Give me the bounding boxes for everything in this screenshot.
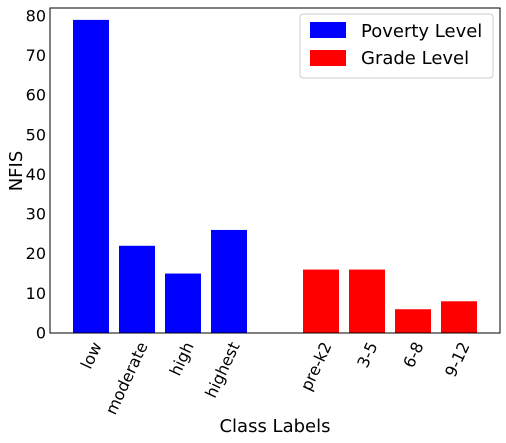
plot-frame (49, 7, 501, 334)
y-tick-label-40: 40 (26, 165, 46, 184)
legend-swatch-poverty-level (310, 22, 346, 38)
x-tick-label-highest: highest (201, 339, 243, 401)
bar-9-12 (441, 301, 477, 333)
bar-pre-k2 (303, 269, 339, 333)
y-tick-label-60: 60 (26, 86, 46, 105)
y-axis-label: NFIS (6, 151, 27, 192)
x-axis-label: Class Labels (219, 416, 330, 437)
y-tick-label-70: 70 (26, 46, 46, 65)
x-tick-label-high: high (166, 339, 198, 379)
bar-highest (211, 229, 247, 333)
legend: Poverty Level Grade Level (299, 13, 494, 79)
x-tick-label-3-5: 3-5 (353, 339, 381, 371)
x-tick-label-9-12: 9-12 (441, 339, 474, 380)
bar-6-8 (395, 309, 431, 333)
x-tick-label-moderate: moderate (101, 339, 151, 418)
x-tick-label-6-8: 6-8 (399, 339, 427, 371)
legend-label-grade-level: Grade Level (361, 48, 469, 69)
y-tick-label-50: 50 (26, 125, 46, 144)
y-tick-label-10: 10 (26, 284, 46, 303)
y-tick-label-0: 0 (36, 324, 46, 343)
bars-group (73, 19, 477, 333)
bar-low (73, 19, 109, 333)
x-tick-label-low: low (77, 339, 106, 372)
legend-swatch-grade-level (310, 50, 346, 66)
y-tick-label-80: 80 (26, 6, 46, 25)
legend-label-poverty-level: Poverty Level (361, 21, 482, 42)
y-axis-ticks: 0 10 20 30 40 50 60 70 80 (26, 6, 46, 342)
bar-3-5 (349, 269, 385, 333)
bar-moderate (119, 245, 155, 333)
y-tick-label-20: 20 (26, 244, 46, 263)
x-tick-label-pre-k2: pre-k2 (297, 339, 336, 394)
bar-high (165, 273, 201, 333)
y-tick-label-30: 30 (26, 205, 46, 224)
legend-box (299, 13, 494, 79)
